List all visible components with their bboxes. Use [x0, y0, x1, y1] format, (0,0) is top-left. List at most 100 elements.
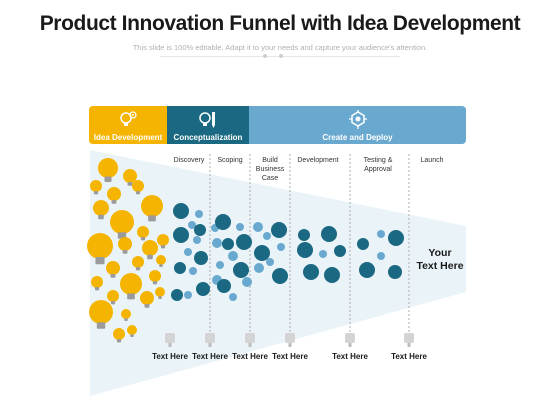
header-label: Conceptualization [173, 133, 243, 142]
lightbulb-icon [137, 226, 149, 241]
slide-title: Product Innovation Funnel with Idea Deve… [39, 12, 521, 35]
concept-dot-light [236, 223, 244, 231]
lightbulb-icon [156, 255, 166, 267]
lightbulb-icon [132, 256, 144, 271]
lightbulb-icon [120, 273, 142, 300]
concept-dot-light [253, 222, 263, 232]
concept-dot-light [189, 267, 197, 275]
concept-dot-dark [334, 245, 346, 257]
lightbulb-icon [93, 200, 109, 220]
concept-dot-light [242, 277, 252, 287]
concept-dot-dark [254, 245, 270, 261]
concept-dot-dark [298, 229, 310, 241]
lightbulb-icon [127, 325, 137, 337]
concept-dot-light [216, 261, 224, 269]
concept-dot-dark [236, 234, 252, 250]
bottom-label: Text Here [192, 352, 228, 361]
concept-dot-light [263, 232, 271, 240]
stage-marker [205, 333, 215, 347]
lightbulb-icon [98, 158, 118, 182]
concept-dot-light [266, 258, 274, 266]
lightbulb-icon [87, 233, 113, 265]
divider-dot [263, 54, 267, 58]
concept-dot-dark [217, 279, 231, 293]
lightbulb-icon [142, 240, 158, 260]
concept-dot-dark [194, 224, 206, 236]
header-label: Idea Development [93, 133, 163, 142]
lightbulb-icon [107, 187, 121, 204]
concept-dot-dark [194, 251, 208, 265]
stage-marker [165, 333, 175, 347]
concept-dot-dark [222, 238, 234, 250]
stage-marker [404, 333, 414, 347]
bottom-label: Text Here [272, 352, 308, 361]
lightbulb-icon [157, 234, 169, 249]
concept-dot-dark [233, 262, 249, 278]
divider-dot [279, 54, 283, 58]
lightbulb-icon [91, 276, 103, 291]
bulb-pencil-icon [199, 112, 215, 128]
lightbulb-icon [121, 309, 131, 321]
concept-dot-light [193, 236, 201, 244]
header-label: Create and Deploy [322, 133, 393, 142]
callout-text: Your Text Here [416, 247, 464, 272]
concept-dot-dark [297, 242, 313, 258]
concept-dot-dark [215, 214, 231, 230]
bottom-label: Text Here [232, 352, 268, 361]
stage-launch: Launch [420, 157, 444, 164]
concept-dot-dark [324, 267, 340, 283]
concept-dot-light [254, 263, 264, 273]
idea-bulbs [87, 158, 169, 343]
lightbulb-icon [132, 180, 144, 195]
stage-scoping: Scoping [217, 157, 243, 164]
lightbulb-icon [123, 169, 137, 186]
lightbulb-icon [89, 300, 113, 329]
concept-dot-dark [271, 222, 287, 238]
lightbulb-icon [106, 261, 120, 278]
header-create-and-deploy: Create and Deploy [249, 106, 466, 144]
concept-dot-light [228, 251, 238, 261]
concept-dot-light [212, 238, 222, 248]
concept-dot-dark [196, 282, 210, 296]
stage-development: Development [297, 157, 339, 164]
concept-dot-dark [357, 238, 369, 250]
lightbulb-gear-icon [120, 111, 137, 126]
stage-discovery: Discovery [173, 157, 205, 164]
stage-markers [165, 333, 414, 347]
concept-dot-light [377, 230, 385, 238]
stage-build-business-case: Build Business Case [255, 157, 285, 182]
header-idea-development: Idea Development [89, 106, 167, 144]
lightbulb-icon [90, 180, 102, 195]
lightbulb-icon [141, 195, 163, 222]
stage-testing-approval: Testing & Approval [363, 157, 393, 173]
concept-dot-light [184, 291, 192, 299]
lightbulb-icon [113, 328, 125, 343]
bottom-label: Text Here [152, 352, 188, 361]
concept-dot-light [195, 210, 203, 218]
concept-dot-light [377, 252, 385, 260]
stage-marker [245, 333, 255, 347]
concept-dot-dark [388, 230, 404, 246]
slide-subtitle: This slide is 100% editable. Adapt it to… [132, 43, 428, 52]
concept-dot-dark [171, 289, 183, 301]
lightbulb-icon [140, 291, 154, 308]
stage-marker [345, 333, 355, 347]
concept-dot-dark [303, 264, 319, 280]
concept-dot-light [188, 221, 196, 229]
concept-dot-dark [174, 262, 186, 274]
concept-dot-dark [359, 262, 375, 278]
lightbulb-icon [118, 237, 132, 254]
concept-dot-light [319, 250, 327, 258]
bottom-label: Text Here [332, 352, 368, 361]
concept-dot-dark [173, 203, 189, 219]
lightbulb-icon [155, 287, 165, 299]
stage-marker [285, 333, 295, 347]
header-conceptualization: Conceptualization [167, 106, 249, 144]
hexagon-network-icon [348, 110, 367, 129]
concept-dot-dark [388, 265, 402, 279]
concept-dot-dark [272, 268, 288, 284]
concept-dot-dark [321, 226, 337, 242]
lightbulb-icon [149, 270, 161, 285]
concept-dot-dark [173, 227, 189, 243]
